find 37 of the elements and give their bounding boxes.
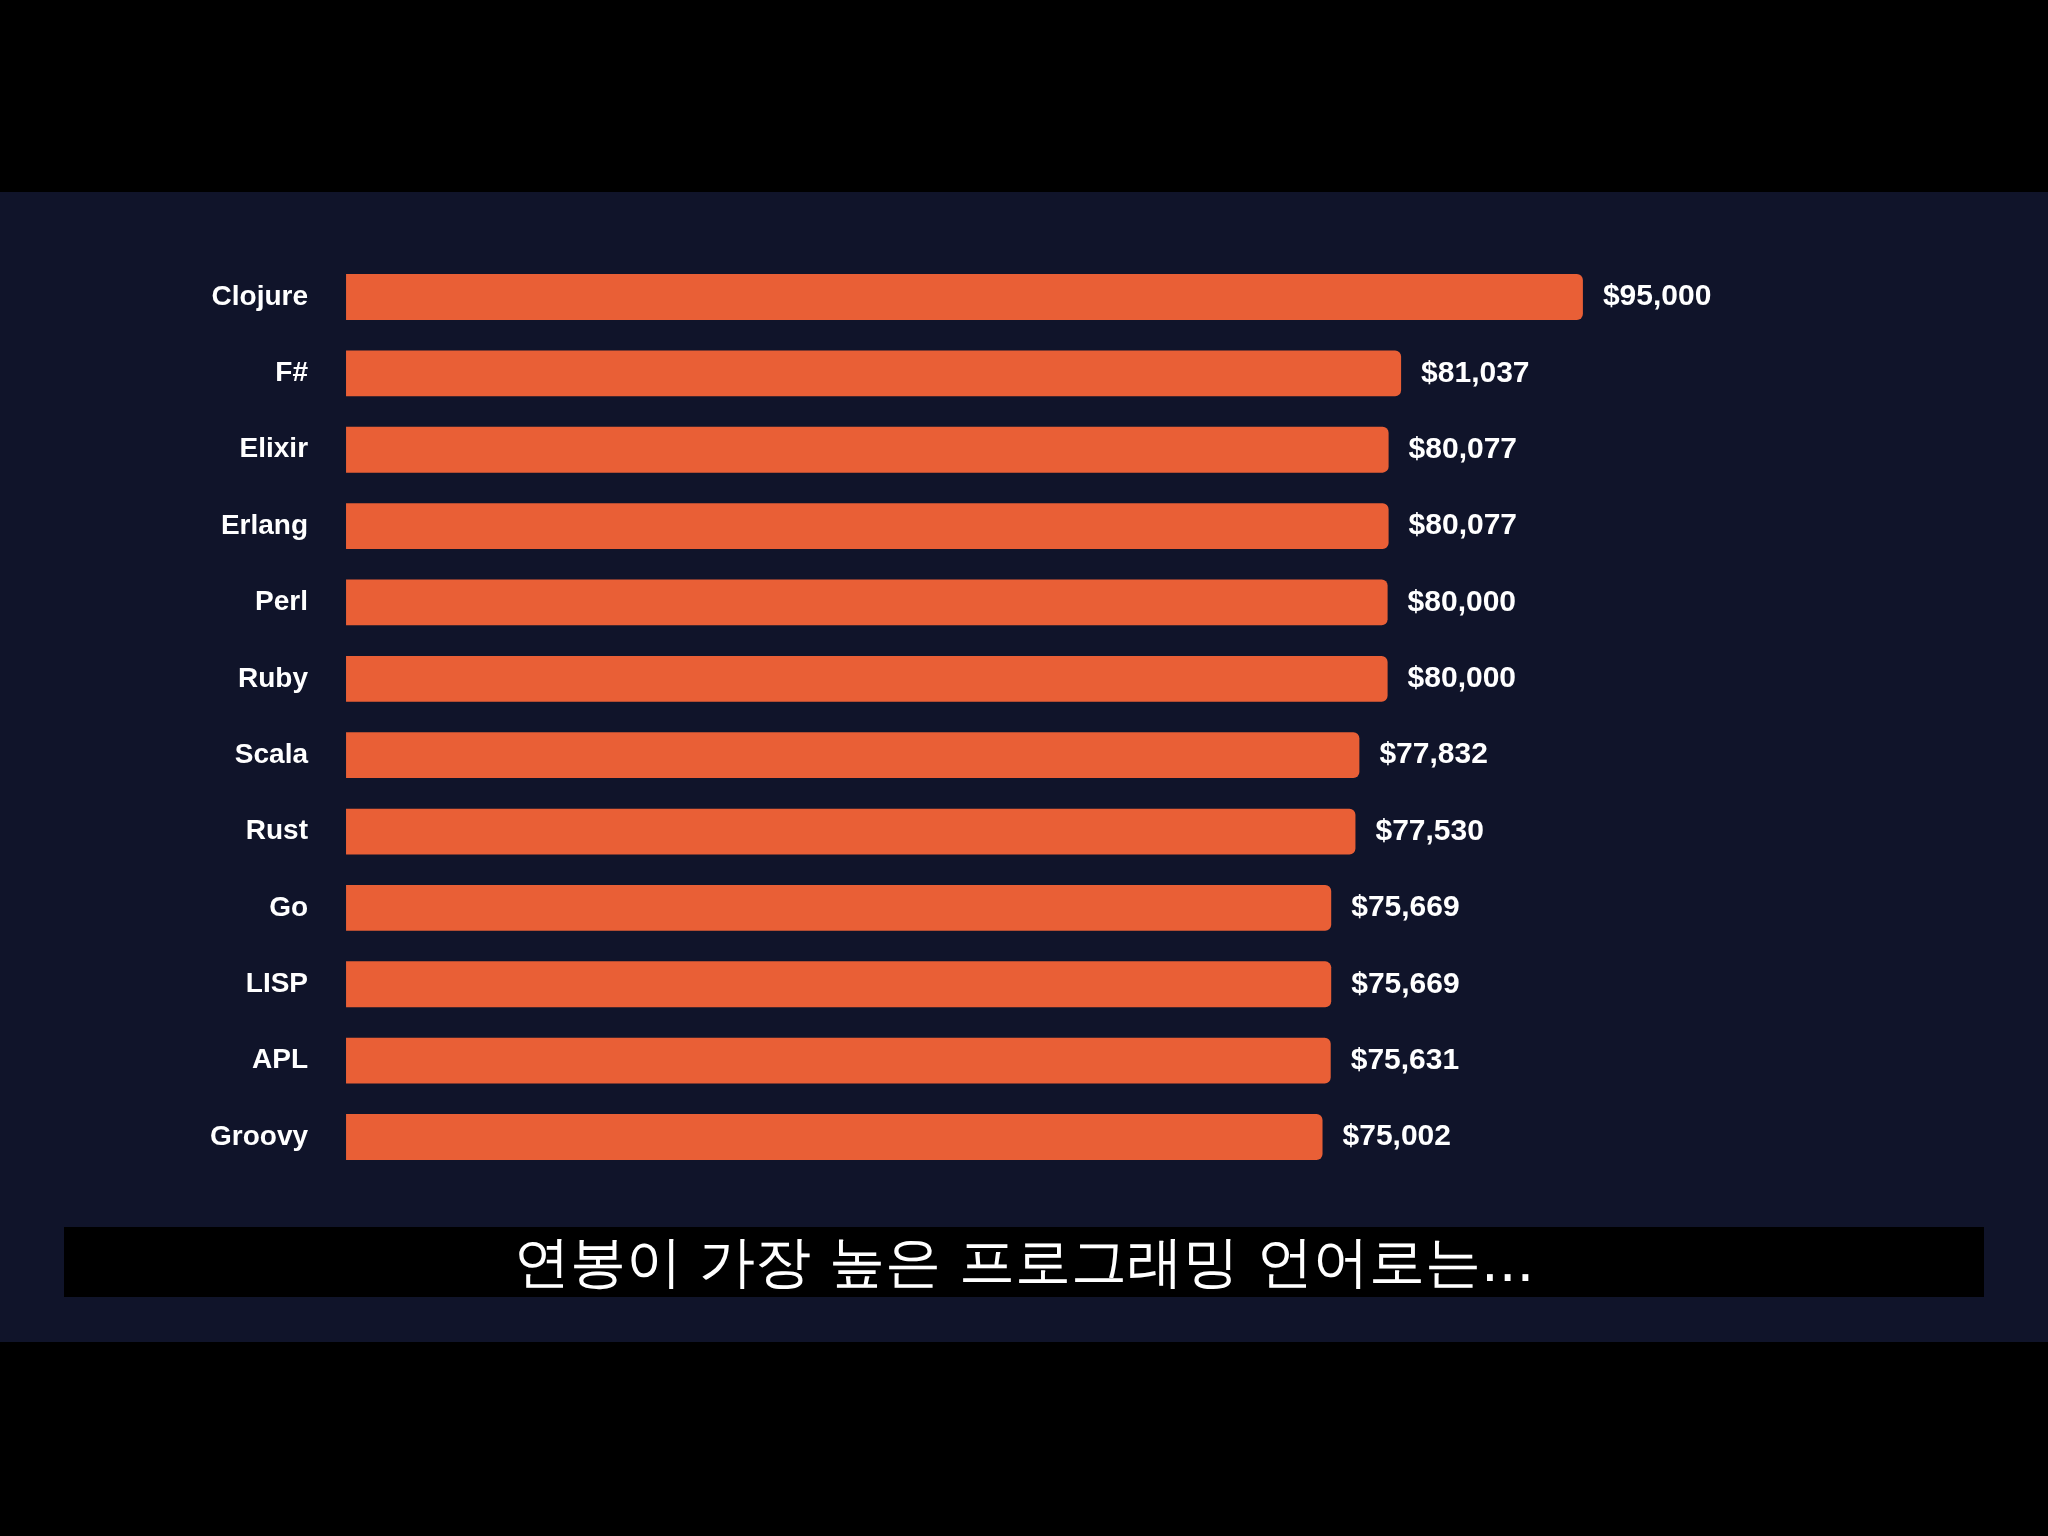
data-label: $80,000 xyxy=(1407,660,1517,694)
bar xyxy=(346,885,1332,931)
bar xyxy=(346,274,1583,320)
y-tick-label: Rust xyxy=(245,814,309,846)
y-tick-label: Groovy xyxy=(210,1119,309,1151)
data-label: $80,000 xyxy=(1407,583,1517,617)
data-label: $81,037 xyxy=(1421,354,1530,388)
bar xyxy=(346,579,1388,626)
data-label: $75,631 xyxy=(1350,1041,1460,1075)
bar xyxy=(346,503,1389,549)
bar xyxy=(346,1114,1323,1160)
data-label: $75,002 xyxy=(1342,1118,1451,1152)
y-tick-label: Ruby xyxy=(238,661,309,693)
y-tick-label: Elixir xyxy=(239,432,309,464)
y-tick-label: Scala xyxy=(234,737,309,769)
y-tick-label: Go xyxy=(269,890,309,922)
y-tick-label: Clojure xyxy=(211,279,309,311)
data-label: $77,530 xyxy=(1375,812,1484,846)
data-label: $80,077 xyxy=(1408,430,1518,464)
bar xyxy=(346,426,1389,473)
y-tick-label: LISP xyxy=(245,967,309,998)
bar xyxy=(346,732,1360,779)
y-tick-label: Perl xyxy=(255,585,309,617)
y-tick-label: Erlang xyxy=(220,508,309,540)
y-tick-label: APL xyxy=(252,1043,309,1075)
bar xyxy=(346,1037,1331,1084)
data-label: $80,077 xyxy=(1408,507,1518,541)
bar xyxy=(346,808,1356,855)
text: 연봉이 가장 높은 프로그래밍 언어로는... xyxy=(64,1227,1984,1297)
data-label: $95,000 xyxy=(1602,278,1712,312)
bar xyxy=(346,961,1332,1008)
bar xyxy=(346,350,1402,397)
data-label: $75,669 xyxy=(1351,889,1460,923)
bar xyxy=(346,655,1388,702)
data-label: $77,832 xyxy=(1379,736,1488,770)
data-label: $75,669 xyxy=(1351,965,1460,999)
y-tick-label: F# xyxy=(275,356,309,388)
